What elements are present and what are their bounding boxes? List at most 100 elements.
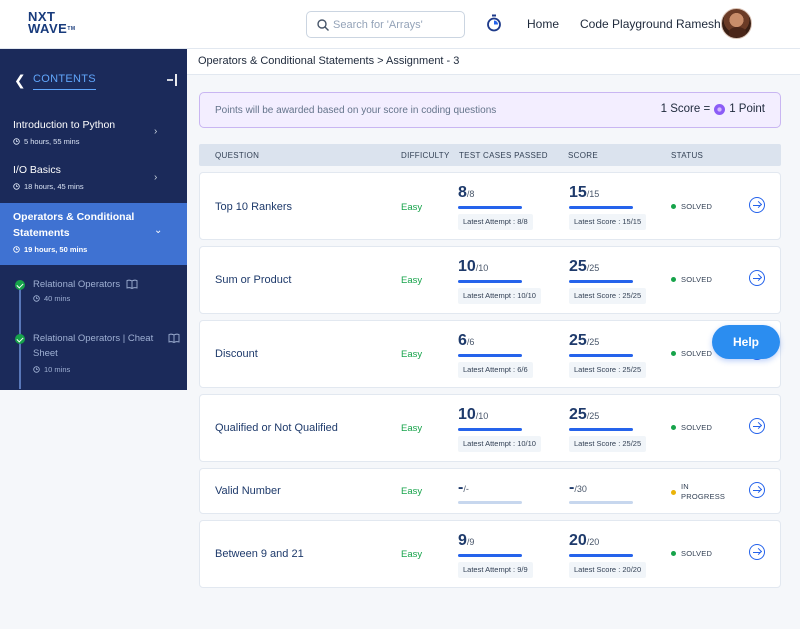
avatar[interactable] <box>721 8 752 39</box>
arrow-right-circle-icon[interactable] <box>749 544 765 560</box>
clock-icon <box>13 183 20 190</box>
module-duration: 19 hours, 50 mins <box>13 245 87 254</box>
score: 20/20 Latest Score : 20/20 <box>569 532 649 578</box>
score-conversion: 1 Score = 1 Point <box>661 103 765 115</box>
sidebar-module-io-basics[interactable]: I/O Basics 18 hours, 45 mins › <box>0 159 187 203</box>
status-dot <box>671 425 676 430</box>
book-icon <box>168 333 180 343</box>
test-cases-passed: 9/9 Latest Attempt : 9/9 <box>458 532 538 578</box>
status-badge: SOLVED <box>671 549 712 558</box>
score: 15/15 Latest Score : 15/15 <box>569 184 649 230</box>
status-dot <box>671 204 676 209</box>
difficulty-label: Easy <box>401 202 423 213</box>
breadcrumb-text[interactable]: Operators & Conditional Statements > Ass… <box>198 55 460 67</box>
nav-code-playground-link[interactable]: Code Playground <box>580 17 673 31</box>
clock-icon <box>33 295 40 302</box>
score: -/30 <box>569 479 649 504</box>
contents-bar: ❮ CONTENTS <box>0 49 187 113</box>
clock-icon <box>33 366 40 373</box>
sub-item-duration: 10 mins <box>33 365 70 374</box>
score: 25/25 Latest Score : 25/25 <box>569 406 649 452</box>
sidebar-module-introduction-to-python[interactable]: Introduction to Python 5 hours, 55 mins … <box>0 113 187 159</box>
search-box[interactable] <box>306 11 465 38</box>
sub-item-title: Relational Operators | Cheat Sheet <box>33 333 154 359</box>
point-label: 1 Point <box>729 103 765 115</box>
latest-attempt-tag: Latest Attempt : 10/10 <box>458 436 541 452</box>
check-circle-icon <box>15 280 25 290</box>
table-row[interactable]: Discount Easy 6/6 Latest Attempt : 6/6 2… <box>199 320 781 388</box>
question-name: Discount <box>215 348 258 360</box>
table-row[interactable]: Sum or Product Easy 10/10 Latest Attempt… <box>199 246 781 314</box>
difficulty-label: Easy <box>401 349 423 360</box>
sidebar-item-relational-operators[interactable]: Relational Operators 40 mins <box>0 275 187 305</box>
status-badge: SOLVED <box>671 349 712 358</box>
chevron-left-icon[interactable]: ❮ <box>14 72 26 88</box>
status-badge: IN PROGRESS <box>671 482 725 502</box>
test-cases-passed: 6/6 Latest Attempt : 6/6 <box>458 332 538 378</box>
sub-item-duration: 40 mins <box>33 294 70 303</box>
difficulty-label: Easy <box>401 486 423 497</box>
progress-bar <box>569 206 633 209</box>
table-row[interactable]: Valid Number Easy -/- -/30 IN PROGRESS <box>199 468 781 514</box>
chevron-right-icon: › <box>154 126 158 137</box>
progress-bar <box>458 501 522 504</box>
contents-label[interactable]: CONTENTS <box>33 73 96 90</box>
points-notice: Points will be awarded based on your sco… <box>199 92 781 128</box>
clock-icon <box>13 246 20 253</box>
sidebar-item-relational-operators-cheat-sheet[interactable]: Relational Operators | Cheat Sheet 10 mi… <box>0 329 187 374</box>
arrow-right-circle-icon[interactable] <box>749 418 765 434</box>
search-icon <box>317 19 329 31</box>
status-badge: SOLVED <box>671 423 712 432</box>
column-header-score: SCORE <box>568 151 598 160</box>
sidebar-module-operators-conditional-statements[interactable]: Operators & Conditional Statements 19 ho… <box>0 203 187 265</box>
module-duration: 5 hours, 55 mins <box>13 137 79 146</box>
score-label: 1 Score = <box>660 103 711 115</box>
user-name[interactable]: Ramesh <box>676 17 721 31</box>
test-cases-passed: 10/10 Latest Attempt : 10/10 <box>458 406 541 452</box>
latest-attempt-tag: Latest Attempt : 10/10 <box>458 288 541 304</box>
nav-home-link[interactable]: Home <box>527 17 560 31</box>
latest-score-tag: Latest Score : 25/25 <box>569 436 647 452</box>
question-name: Between 9 and 21 <box>215 548 304 560</box>
chevron-right-icon: › <box>154 172 158 183</box>
question-name: Top 10 Rankers <box>215 201 293 213</box>
latest-score-tag: Latest Score : 25/25 <box>569 362 647 378</box>
breadcrumb: Operators & Conditional Statements > Ass… <box>187 49 800 75</box>
sub-item-title: Relational Operators <box>33 279 121 290</box>
status-dot <box>671 277 676 282</box>
table-row[interactable]: Between 9 and 21 Easy 9/9 Latest Attempt… <box>199 520 781 588</box>
difficulty-label: Easy <box>401 275 423 286</box>
score: 25/25 Latest Score : 25/25 <box>569 258 649 304</box>
arrow-right-circle-icon[interactable] <box>749 270 765 286</box>
column-header-difficulty: DIFFICULTY <box>401 151 450 160</box>
notice-text: Points will be awarded based on your sco… <box>215 105 497 116</box>
search-input[interactable] <box>333 16 458 34</box>
latest-score-tag: Latest Score : 20/20 <box>569 562 647 578</box>
test-cases-passed: -/- <box>458 479 538 504</box>
help-button[interactable]: Help <box>712 325 780 359</box>
status-dot <box>671 489 676 495</box>
nxtwave-logo[interactable]: NXT WAVETM <box>28 9 84 37</box>
stopwatch-icon[interactable] <box>486 14 502 32</box>
table-row[interactable]: Qualified or Not Qualified Easy 10/10 La… <box>199 394 781 462</box>
progress-bar <box>458 206 522 209</box>
collapse-sidebar-icon[interactable] <box>166 73 178 87</box>
arrow-right-circle-icon[interactable] <box>749 197 765 213</box>
latest-score-tag: Latest Score : 25/25 <box>569 288 647 304</box>
status-badge: SOLVED <box>671 275 712 284</box>
progress-bar <box>458 428 522 431</box>
module-duration: 18 hours, 45 mins <box>13 182 84 191</box>
logo-line1: NXT <box>28 9 56 24</box>
question-name: Sum or Product <box>215 274 292 286</box>
arrow-right-circle-icon[interactable] <box>749 482 765 498</box>
status-dot <box>671 551 676 556</box>
progress-bar <box>569 354 633 357</box>
latest-attempt-tag: Latest Attempt : 6/6 <box>458 362 533 378</box>
latest-attempt-tag: Latest Attempt : 9/9 <box>458 562 533 578</box>
status-badge: SOLVED <box>671 202 712 211</box>
clock-icon <box>13 138 20 145</box>
table-row[interactable]: Top 10 Rankers Easy 8/8 Latest Attempt :… <box>199 172 781 240</box>
progress-bar <box>569 280 633 283</box>
progress-bar <box>569 554 633 557</box>
progress-bar <box>569 501 633 504</box>
